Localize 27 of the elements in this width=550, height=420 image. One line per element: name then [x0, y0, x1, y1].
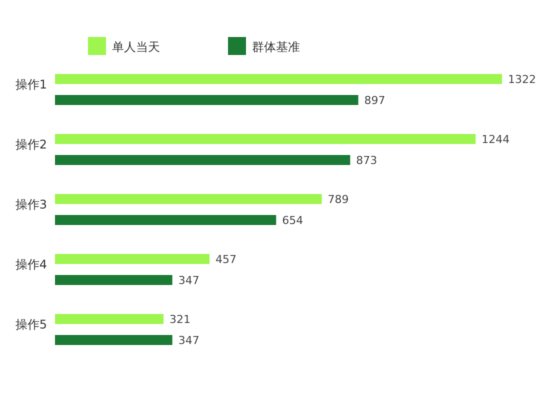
- bar: [55, 134, 476, 144]
- bar: [55, 275, 172, 285]
- bar: [55, 155, 350, 165]
- data-label: 1244: [482, 133, 510, 146]
- y-tick-label: 操作3: [15, 198, 47, 212]
- bar: [55, 335, 172, 345]
- bar: [55, 314, 164, 324]
- bar: [55, 95, 358, 105]
- data-label: 457: [216, 253, 237, 266]
- y-tick-label: 操作2: [15, 138, 47, 152]
- data-label: 347: [178, 274, 200, 287]
- bar: [55, 215, 276, 225]
- y-tick-label: 操作4: [15, 258, 47, 272]
- data-label: 347: [178, 334, 200, 347]
- y-tick-label: 操作5: [15, 318, 47, 332]
- data-label: 873: [356, 154, 378, 167]
- bar: [55, 74, 502, 84]
- bar: [55, 254, 210, 264]
- bar: [55, 194, 322, 204]
- data-label: 1322: [508, 73, 536, 86]
- legend-label: 群体基准: [252, 40, 300, 54]
- y-tick-label: 操作1: [15, 78, 47, 92]
- data-label: 321: [170, 313, 191, 326]
- legend-label: 单人当天: [112, 40, 160, 54]
- data-label: 654: [282, 214, 304, 227]
- data-label: 897: [364, 94, 386, 107]
- data-label: 789: [328, 193, 349, 206]
